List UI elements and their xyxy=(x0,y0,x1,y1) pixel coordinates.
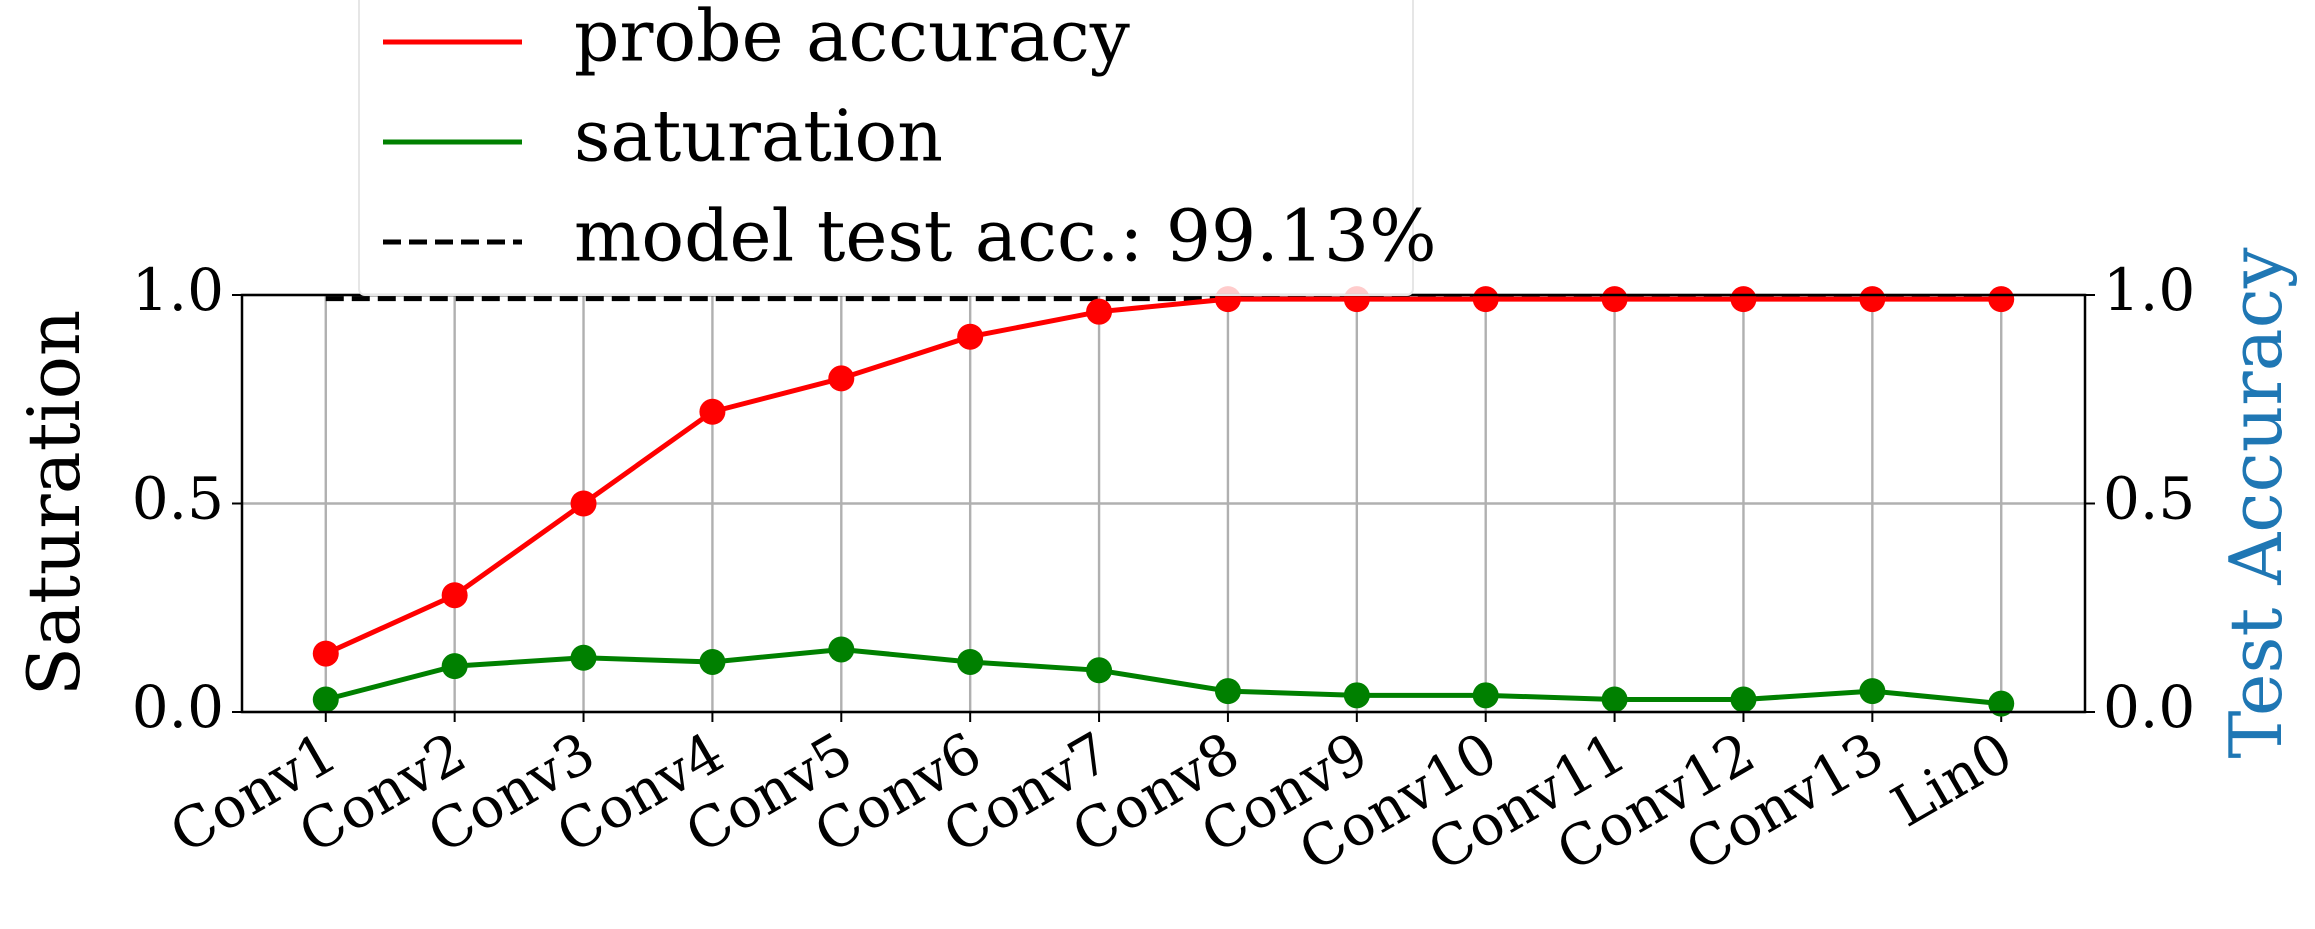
point xyxy=(1086,657,1113,684)
point xyxy=(441,653,468,680)
point xyxy=(1601,686,1628,713)
point xyxy=(1086,298,1113,325)
point xyxy=(1472,682,1499,709)
series-line xyxy=(324,296,2002,656)
point xyxy=(699,398,726,425)
point xyxy=(1472,286,1499,313)
legend-label: saturation xyxy=(574,95,943,178)
y-tick-label: 0.0 xyxy=(132,673,224,741)
y2-tick-label: 1.0 xyxy=(2103,256,2195,324)
point xyxy=(1214,678,1241,705)
point xyxy=(312,686,339,713)
point xyxy=(570,490,597,517)
legend-label: model test acc.: 99.13% xyxy=(574,195,1437,278)
y-tick-label: 0.5 xyxy=(132,465,224,533)
y2-axis-label: Test Accuracy xyxy=(2214,247,2298,758)
point xyxy=(699,648,726,675)
point xyxy=(1343,682,1370,709)
y-axis-label: Saturation xyxy=(12,310,96,697)
y-tick-label: 1.0 xyxy=(132,256,224,324)
point xyxy=(1988,286,2015,313)
y2-tick-label: 0.0 xyxy=(2103,673,2195,741)
point xyxy=(441,582,468,609)
point xyxy=(1859,286,1886,313)
point xyxy=(1730,286,1757,313)
point xyxy=(1859,678,1886,705)
point xyxy=(957,323,984,350)
point xyxy=(570,644,597,671)
point xyxy=(1988,690,2015,717)
series-line xyxy=(325,646,2002,707)
point xyxy=(1601,286,1628,313)
x-tick-label: Lin0 xyxy=(1881,720,2023,840)
point xyxy=(312,640,339,667)
point xyxy=(957,648,984,675)
point xyxy=(828,636,855,663)
point xyxy=(1730,686,1757,713)
legend-box xyxy=(358,0,1414,296)
legend-label: probe accuracy xyxy=(574,0,1130,78)
point xyxy=(828,365,855,392)
y2-tick-label: 0.5 xyxy=(2103,465,2195,533)
